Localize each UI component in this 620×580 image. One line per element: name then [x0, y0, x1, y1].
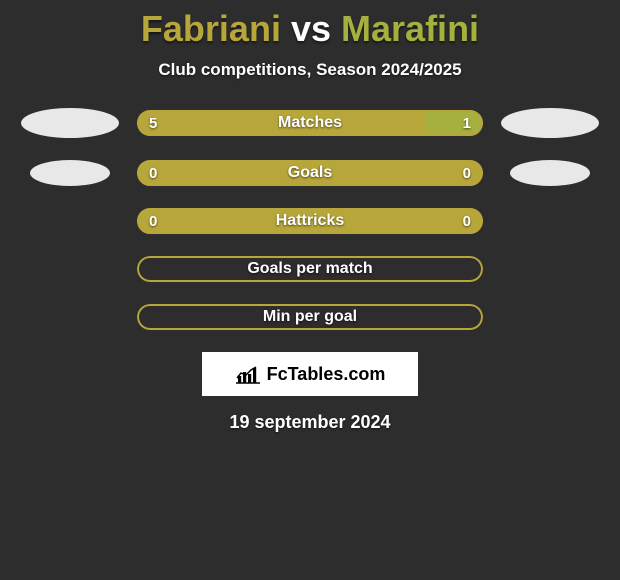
avatar-player2 — [501, 108, 599, 138]
stat-label: Matches — [137, 110, 483, 136]
stat-label: Min per goal — [137, 304, 483, 330]
avatar-player1 — [21, 108, 119, 138]
stat-row: Min per goal — [0, 304, 620, 330]
stat-row: Goals per match — [0, 256, 620, 282]
subtitle: Club competitions, Season 2024/2025 — [0, 60, 620, 80]
stat-row: 00Goals — [0, 160, 620, 186]
source-logo: FcTables.com — [202, 352, 418, 396]
generated-date: 19 september 2024 — [0, 412, 620, 433]
source-logo-text: FcTables.com — [267, 364, 386, 385]
comparison-card: Fabriani vs Marafini Club competitions, … — [0, 0, 620, 433]
stat-bar: Min per goal — [137, 304, 483, 330]
avatar-player1 — [30, 160, 110, 186]
stat-bar: 51Matches — [137, 110, 483, 136]
bars-section: 51Matches 00Goals 00Hattricks Goals per mat… — [0, 108, 620, 330]
page-title: Fabriani vs Marafini — [0, 8, 620, 50]
title-player2: Marafini — [341, 8, 479, 49]
stat-bar: 00Hattricks — [137, 208, 483, 234]
stat-bar: 00Goals — [137, 160, 483, 186]
stat-label: Goals — [137, 160, 483, 186]
stat-row: 51Matches — [0, 108, 620, 138]
stat-row: 00Hattricks — [0, 208, 620, 234]
stat-label: Goals per match — [137, 256, 483, 282]
title-player1: Fabriani — [141, 8, 281, 49]
title-vs: vs — [291, 8, 331, 49]
avatar-player2 — [510, 160, 590, 186]
bar-chart-icon — [235, 364, 261, 384]
stat-bar: Goals per match — [137, 256, 483, 282]
stat-label: Hattricks — [137, 208, 483, 234]
